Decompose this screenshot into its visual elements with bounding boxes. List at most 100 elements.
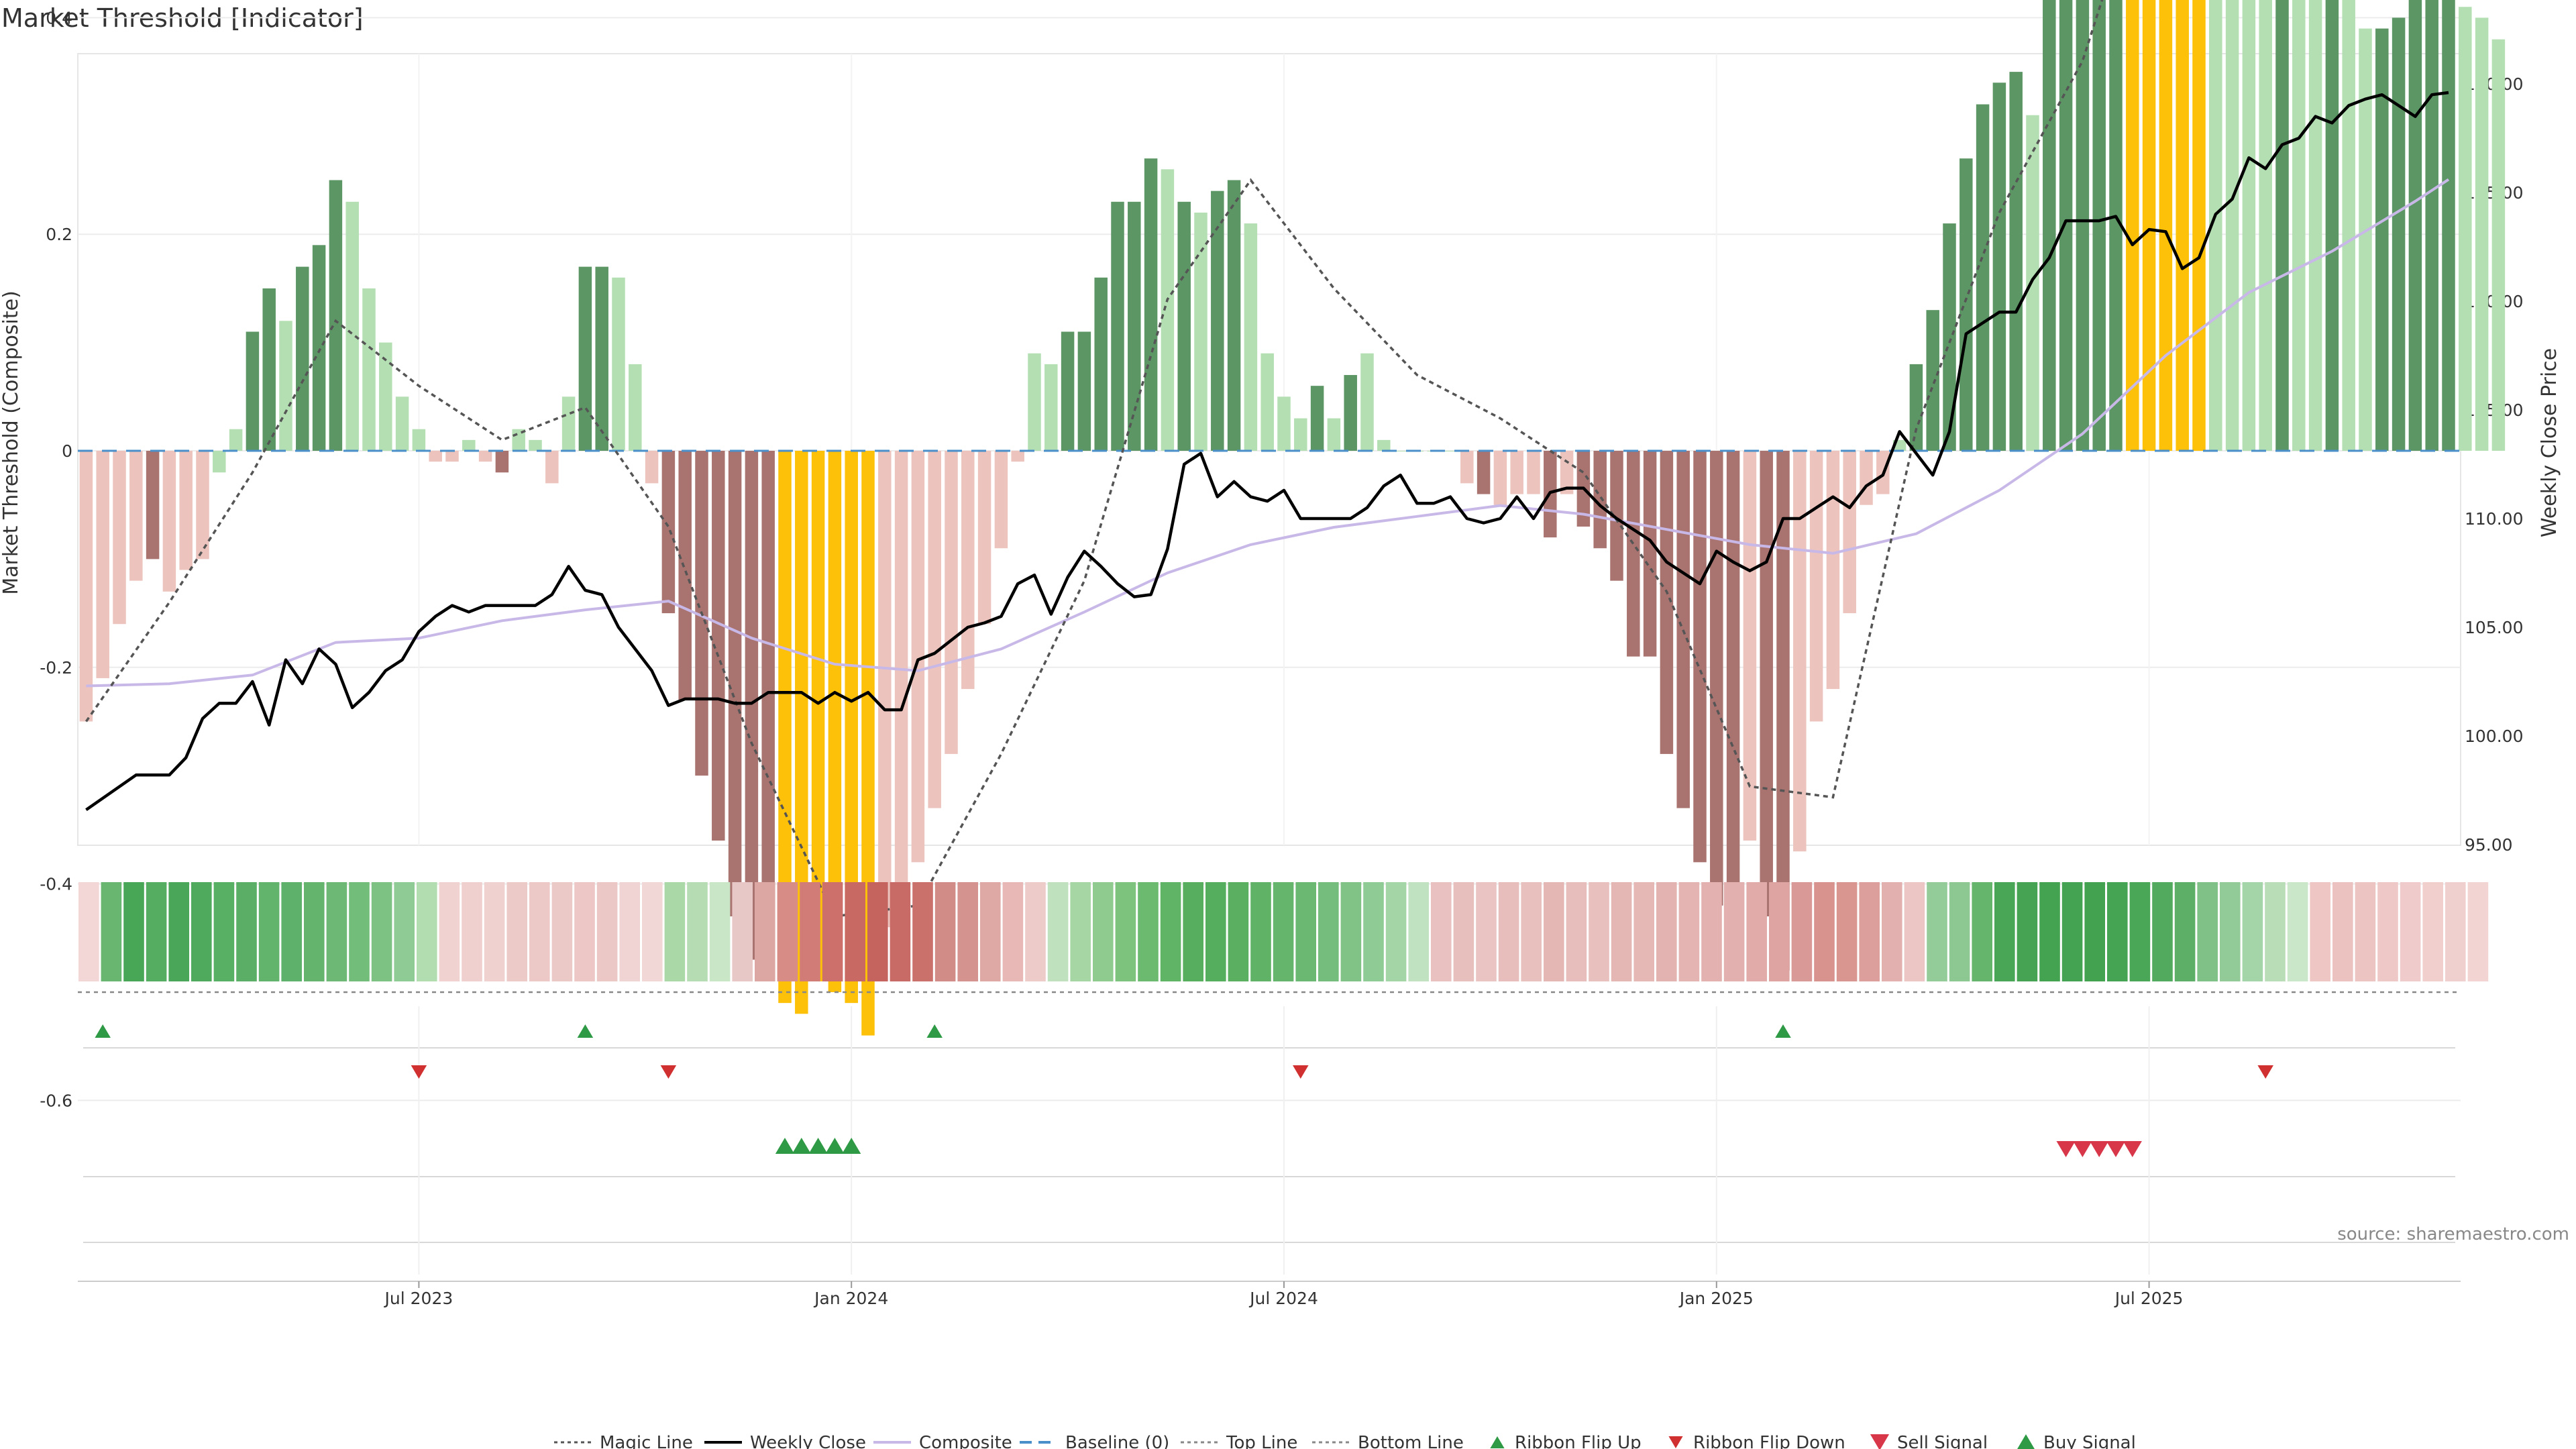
composite-bar [1177, 201, 1191, 451]
composite-bar [1760, 451, 1773, 917]
ribbon-cell [1566, 882, 1587, 981]
composite-bar [977, 451, 991, 625]
ribbon-cell [1994, 882, 2015, 981]
composite-bar [429, 451, 442, 462]
composite-bar [1926, 310, 1939, 451]
ribbon-cell [755, 882, 775, 981]
ribbon-cell [2220, 882, 2241, 981]
ribbon-cell [619, 882, 640, 981]
ribbon-cell [1836, 882, 1858, 981]
ribbon-cell [867, 882, 888, 981]
composite-bar [146, 451, 160, 559]
composite-bar [961, 451, 975, 690]
ribbon-flip-up-marker [577, 1024, 594, 1038]
composite-bar [2159, 0, 2173, 451]
ribbon-cell [732, 882, 753, 981]
ribbon-cell [1769, 882, 1790, 981]
ribbon-cell [1138, 882, 1159, 981]
ribbon-cell [506, 882, 527, 981]
composite-bar [1593, 451, 1607, 549]
ribbon-cell [800, 882, 820, 981]
composite-bar [2359, 28, 2372, 451]
composite-bar [79, 451, 93, 722]
ribbon-cell [1002, 882, 1024, 981]
ribbon-cell [1070, 882, 1091, 981]
ribbon-cell [980, 882, 1001, 981]
sell-signal-marker [2106, 1141, 2126, 1157]
composite-bar [213, 451, 226, 473]
left-tick-label: 0.4 [46, 8, 72, 28]
ribbon-cell [101, 882, 122, 981]
composite-bar [761, 451, 775, 971]
signals-panel [83, 1006, 2455, 1275]
ribbon-cell [934, 882, 956, 981]
ribbon-cell [484, 882, 505, 981]
left-axis-label: Market Threshold (Composite) [0, 290, 23, 595]
composite-bar [578, 266, 592, 451]
ribbon-cell [1927, 882, 1947, 981]
ribbon-cell [1972, 882, 1992, 981]
composite-bar [811, 451, 825, 981]
legend-label: Ribbon Flip Down [1693, 1433, 1845, 1449]
ribbon-cell [326, 882, 347, 981]
composite-bar [1194, 212, 1208, 451]
composite-bar [2375, 28, 2389, 451]
composite-bar [928, 451, 941, 808]
composite-bar [1710, 451, 1723, 906]
ribbon-cell [2174, 882, 2196, 981]
ribbon-cell [2061, 882, 2083, 981]
composite-bar [1077, 331, 1091, 451]
ribbon-cell [1295, 882, 1316, 981]
composite-bar [529, 439, 542, 451]
ribbon-cell [1273, 882, 1294, 981]
ribbon-cell [1949, 882, 1970, 981]
composite-bar [911, 451, 925, 863]
composite-bar [2109, 0, 2123, 451]
legend-swatch [1870, 1434, 1890, 1449]
ribbon-cell [2467, 882, 2489, 981]
composite-bar [2342, 0, 2355, 451]
left-tick-label: -0.2 [40, 658, 72, 678]
left-tick-label: -0.6 [40, 1091, 72, 1110]
ribbon-cell [417, 882, 437, 981]
ribbon-cell [2129, 882, 2151, 981]
composite-bar [2475, 17, 2489, 451]
sell-signal-marker [2123, 1141, 2142, 1157]
composite-bar [495, 451, 509, 473]
composite-bar [845, 451, 858, 1004]
buy-signal-marker [808, 1138, 828, 1154]
ribbon-cell [1544, 882, 1564, 981]
buy-signal-marker [842, 1138, 861, 1154]
ribbon-cell [822, 882, 843, 981]
ribbon-cell [2152, 882, 2173, 981]
ribbon-cell [2355, 882, 2376, 981]
ribbon-cell [574, 882, 595, 981]
composite-bar [2308, 0, 2322, 451]
ribbon-cell [123, 882, 144, 981]
composite-bar [1976, 104, 1990, 451]
composite-bar [113, 451, 126, 625]
ribbon-cell [1746, 882, 1767, 981]
ribbon-cell [957, 882, 978, 981]
composite-line [86, 178, 2450, 688]
ribbon-cell [2445, 882, 2466, 981]
composite-bar [1793, 451, 1807, 852]
legend-label: Ribbon Flip Up [1515, 1433, 1642, 1449]
composite-bar [296, 266, 309, 451]
legend-swatch [2017, 1434, 2035, 1449]
composite-bar [229, 429, 243, 451]
ribbon-cell [1611, 882, 1632, 981]
ribbon-cell [2377, 882, 2398, 981]
legend: Magic Line Weekly Close Composite Baseline … [554, 1433, 2136, 1449]
composite-bar [1161, 169, 1175, 451]
ribbon-cell [2084, 882, 2105, 981]
ribbon-cell [2107, 882, 2128, 981]
composite-bar [1128, 201, 1141, 451]
source-note: source: sharemaestro.com [2337, 1224, 2569, 1244]
composite-bar [246, 331, 260, 451]
legend-label: Top Line [1226, 1433, 1297, 1449]
ribbon-cell [777, 882, 798, 981]
composite-bar [2176, 0, 2189, 451]
left-tick-label: 0.2 [46, 225, 72, 244]
composite-bar [1643, 451, 1657, 657]
